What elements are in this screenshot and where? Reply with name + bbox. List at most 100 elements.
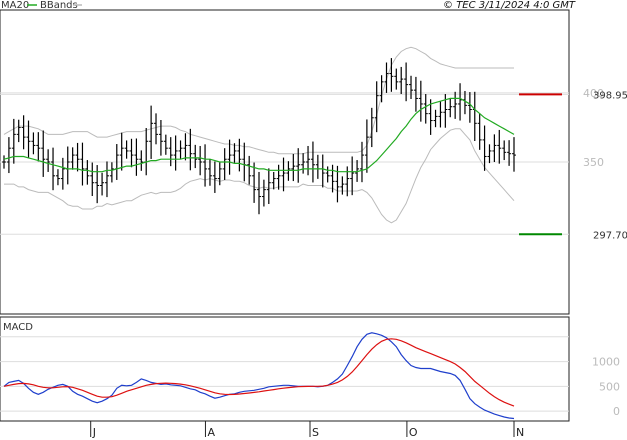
macd-gridlines — [0, 336, 569, 412]
ohlc-bar — [467, 92, 472, 123]
bb-upper-line — [3, 46, 514, 155]
macd-title: MACD — [3, 322, 33, 333]
ohlc-bar — [212, 161, 217, 193]
ohlc-bar — [394, 68, 399, 90]
macd-tick-labels: 0 500 1000 — [592, 356, 620, 419]
ohlc-bar — [369, 107, 374, 148]
ohlc-bar — [80, 142, 85, 186]
ohlc-bar — [41, 130, 46, 177]
ohlc-bar — [75, 142, 80, 172]
ohlc-bar — [350, 156, 355, 196]
ohlc-bar — [198, 145, 203, 176]
ohlc-bar — [458, 83, 463, 121]
ohlc-bar — [252, 162, 257, 203]
ohlc-bar — [51, 147, 56, 191]
ohlc-bar — [95, 165, 100, 204]
ohlc-bar — [193, 144, 198, 169]
ohlc-bar — [65, 146, 70, 185]
ohlc-bar — [271, 171, 276, 190]
ohlc-bar — [281, 157, 286, 192]
ohlc-bar — [109, 162, 114, 183]
ohlc-bar — [144, 128, 149, 176]
ohlc-bar — [296, 148, 301, 183]
ohlc-bar — [178, 140, 183, 159]
legend-ma20: MA20 — [1, 0, 29, 11]
level-label: 398.95 — [593, 90, 627, 101]
ohlc-bar — [85, 160, 90, 185]
ohlc-bar — [291, 153, 296, 182]
ohlc-bar — [482, 125, 487, 171]
macd-pane-frame — [0, 316, 570, 422]
ohlc-bar — [21, 115, 26, 150]
ohlc-bar — [2, 155, 6, 169]
ohlc-bar — [217, 162, 222, 186]
ohlc-bar — [472, 91, 477, 141]
ohlc-bar — [399, 66, 404, 95]
ohlc-bar — [173, 135, 178, 171]
ohlc-bar — [492, 134, 497, 162]
ohlc-bar — [55, 169, 60, 186]
ohlc-bar — [104, 161, 109, 198]
month-label: N — [516, 426, 524, 439]
ohlc-bar — [261, 179, 266, 207]
ohlc-bar — [134, 138, 139, 176]
ma20-polyline — [3, 97, 515, 173]
ohlc-bar — [46, 149, 51, 172]
ohlc-bar — [340, 176, 345, 195]
ohlc-bar — [168, 137, 173, 167]
ohlc-bar — [207, 158, 212, 186]
macd-tick-label: 500 — [599, 380, 620, 393]
month-label: A — [207, 426, 215, 439]
ohlc-bar — [222, 148, 227, 180]
ohlc-bar — [453, 91, 458, 119]
level-label: 297.70 — [593, 230, 627, 241]
macd-series — [3, 332, 515, 420]
ohlc-bar — [502, 140, 507, 161]
ohlc-bar — [237, 138, 242, 172]
ohlc-bar — [124, 140, 129, 159]
ohlc-bar — [90, 162, 95, 196]
ohlc-bar — [306, 145, 311, 176]
ohlc-bar — [384, 62, 389, 93]
month-label: J — [92, 426, 96, 439]
ohlc-bar — [203, 144, 208, 187]
ohlc-bar — [139, 150, 144, 171]
ohlc-bar — [266, 168, 271, 205]
ohlc-bar — [60, 157, 65, 190]
ohlc-bar — [330, 164, 335, 193]
ohlc-bar — [325, 166, 330, 183]
ohlc-bar — [345, 166, 350, 197]
ma20-line — [3, 97, 515, 173]
timestamp: © TEC 3/11/2024 4:0 GMT — [443, 0, 576, 11]
ohlc-bar — [183, 133, 188, 161]
macd-series-line — [3, 332, 515, 420]
ohlc-bar — [154, 113, 159, 145]
price-tick-label: 400 — [583, 87, 604, 100]
ohlc-bar — [413, 76, 418, 112]
ohlc-bar — [119, 132, 124, 171]
ohlc-bar — [389, 58, 394, 92]
legend-bbands: BBands — [40, 0, 78, 11]
month-label: O — [409, 426, 418, 439]
ohlc-bar — [36, 132, 41, 162]
ohlc-bar — [497, 129, 502, 164]
ohlc-bar — [276, 164, 281, 190]
ohlc-bar — [477, 113, 482, 150]
ohlc-bar — [26, 120, 31, 158]
ohlc-bar — [188, 128, 193, 171]
ohlc-bar — [428, 99, 433, 135]
ohlc-bar — [227, 139, 232, 175]
ohlc-bar — [6, 137, 11, 174]
macd-tick-label: 0 — [613, 405, 620, 418]
price-gridlines — [0, 92, 569, 235]
ohlc-bar — [433, 109, 438, 128]
ohlc-bar — [70, 147, 75, 170]
ohlc-bar — [448, 98, 453, 118]
ohlc-bar — [364, 119, 369, 173]
ohlc-bar — [310, 141, 315, 183]
ohlc-bar — [409, 75, 414, 99]
ohlc-bar — [257, 171, 261, 215]
ohlc-bar — [247, 155, 252, 185]
macd-tick-label: 1000 — [592, 356, 620, 369]
